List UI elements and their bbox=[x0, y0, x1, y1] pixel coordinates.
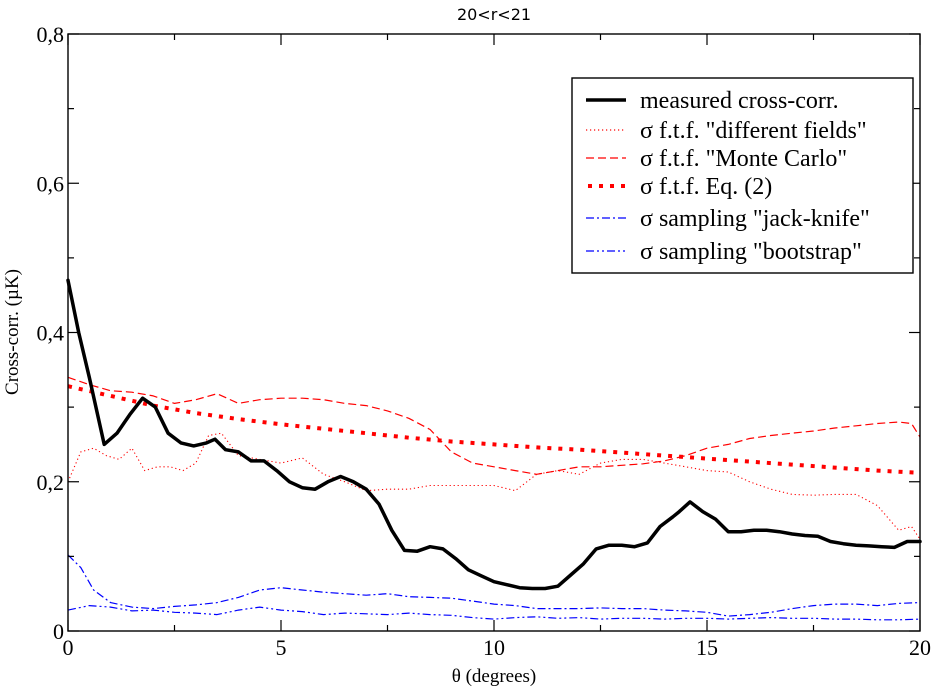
x-tick-label: 10 bbox=[483, 635, 505, 660]
x-axis-label: θ (degrees) bbox=[452, 666, 537, 687]
y-tick-label: 0,4 bbox=[37, 321, 65, 346]
y-tick-label: 0 bbox=[53, 619, 64, 644]
legend-box bbox=[571, 77, 914, 274]
x-tick-label: 0 bbox=[63, 635, 74, 660]
series-line-4 bbox=[67, 554, 921, 617]
plot-lines bbox=[66, 278, 922, 621]
series-line-0 bbox=[66, 278, 922, 591]
series-line-2 bbox=[67, 376, 921, 475]
series-line-3 bbox=[67, 384, 921, 475]
legend-label-monte-carlo: σ f.t.f. "Monte Carlo" bbox=[640, 146, 847, 172]
x-tick-label: 15 bbox=[696, 635, 718, 660]
y-tick-label: 0,6 bbox=[37, 171, 65, 196]
legend-label-measured: measured cross-corr. bbox=[640, 88, 839, 114]
chart-title: 20<r<21 bbox=[457, 5, 531, 24]
y-axis-label: Cross-corr. (µK) bbox=[2, 269, 23, 395]
legend: measured cross-corr. σ f.t.f. "different… bbox=[571, 77, 914, 274]
x-tick-label: 20 bbox=[909, 635, 931, 660]
y-tick-label: 0,2 bbox=[37, 470, 65, 495]
x-tick-label: 5 bbox=[276, 635, 287, 660]
legend-label-different-fields: σ f.t.f. "different fields" bbox=[640, 118, 867, 144]
series-line-5 bbox=[67, 604, 921, 621]
legend-label-eq2: σ f.t.f. Eq. (2) bbox=[640, 174, 772, 200]
legend-label-jack-knife: σ sampling "jack-knife" bbox=[640, 206, 870, 232]
series-line-1 bbox=[67, 432, 921, 540]
legend-label-bootstrap: σ sampling "bootstrap" bbox=[640, 239, 862, 265]
y-tick-label: 0,8 bbox=[37, 22, 65, 47]
axis-ticks: 0 5 10 15 20 0 0,2 0,4 0,6 0,8 bbox=[37, 22, 932, 660]
